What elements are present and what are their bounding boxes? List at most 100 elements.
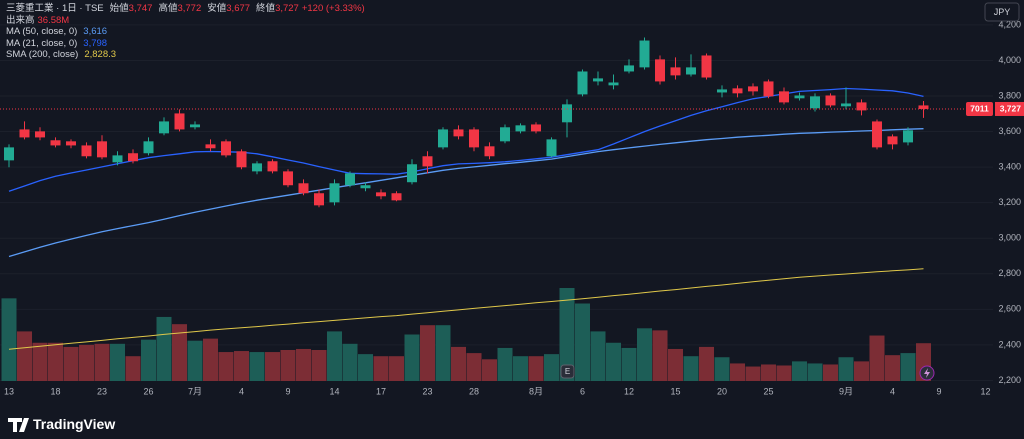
volume-value: 36.58M bbox=[37, 14, 70, 26]
candle-body bbox=[469, 129, 479, 148]
candle-body bbox=[686, 67, 696, 75]
series-value: 3,616 bbox=[83, 26, 108, 37]
x-tick-label: 20 bbox=[717, 386, 727, 396]
last-price-box bbox=[995, 101, 1024, 116]
volume-bar bbox=[203, 338, 218, 381]
volume-bar bbox=[373, 356, 389, 381]
y-tick-label: 3,000 bbox=[998, 233, 1021, 243]
x-tick-label: 25 bbox=[763, 386, 773, 396]
candle-body bbox=[732, 88, 743, 94]
candle-body bbox=[267, 161, 278, 172]
x-tick-label: 9月 bbox=[839, 386, 853, 396]
candle-body bbox=[546, 139, 557, 157]
ohlc-label: 高値 bbox=[158, 3, 178, 14]
candle-body bbox=[112, 155, 123, 163]
y-tick-label: 3,200 bbox=[998, 197, 1021, 207]
ohlc-label: 終値 bbox=[256, 3, 276, 14]
y-tick-label: 2,200 bbox=[998, 375, 1021, 385]
candle-body bbox=[639, 40, 650, 68]
volume-bar bbox=[172, 324, 187, 381]
series-name: MA (50, close, 0) bbox=[6, 26, 78, 37]
volume-bar bbox=[311, 350, 327, 381]
volume-bar bbox=[885, 355, 900, 381]
volume-bar bbox=[141, 339, 156, 381]
x-tick-label: 9 bbox=[936, 386, 941, 396]
candle-body bbox=[283, 171, 293, 186]
volume-bar bbox=[776, 365, 792, 381]
currency-button[interactable] bbox=[984, 2, 1020, 22]
volume-bar bbox=[838, 357, 854, 381]
candle-body bbox=[500, 127, 510, 142]
candle-body bbox=[624, 65, 634, 72]
currency[interactable]: JPY bbox=[994, 7, 1011, 17]
volume-bar bbox=[559, 288, 575, 381]
volume-bar bbox=[94, 343, 110, 381]
candle-body bbox=[221, 141, 231, 156]
candle-body bbox=[484, 146, 495, 157]
legend-row: MA (50, close, 0) 3,616 bbox=[6, 26, 365, 38]
ohlc-label: 始値 bbox=[109, 3, 129, 14]
candle-body bbox=[81, 145, 92, 157]
legend-row: 出来高 36.58M bbox=[6, 15, 365, 27]
x-tick-label: 7月 bbox=[188, 386, 202, 396]
candle-body bbox=[593, 78, 603, 82]
volume-bar bbox=[869, 335, 885, 381]
legend-row: SMA (200, close) 2,828.3 bbox=[6, 49, 365, 61]
candle-body bbox=[748, 86, 758, 92]
candle-body bbox=[360, 185, 371, 189]
candle-body bbox=[159, 121, 169, 134]
volume-bar bbox=[234, 351, 249, 381]
earnings-icon[interactable] bbox=[560, 364, 575, 379]
volume-bar bbox=[420, 325, 435, 381]
x-tick-label: 26 bbox=[143, 386, 153, 396]
volume-bar bbox=[621, 347, 637, 381]
candle-body bbox=[252, 163, 262, 172]
candle-body bbox=[918, 105, 929, 109]
volume-bar bbox=[497, 347, 513, 381]
candle-body bbox=[779, 91, 789, 103]
candle-body bbox=[453, 129, 464, 137]
volume-bar bbox=[404, 334, 420, 381]
volume-bar bbox=[745, 366, 761, 381]
y-tick-label: 2,600 bbox=[998, 304, 1021, 314]
x-tick-label: 14 bbox=[329, 386, 339, 396]
volume-bar bbox=[187, 340, 203, 381]
volume-name: 出来高 bbox=[6, 14, 35, 26]
x-tick-label: 4 bbox=[890, 386, 895, 396]
x-tick-label: 4 bbox=[239, 386, 244, 396]
candle-body bbox=[236, 151, 247, 168]
volume-bar bbox=[854, 361, 869, 381]
volume-bar bbox=[249, 352, 265, 381]
volume-bar bbox=[451, 346, 466, 381]
series-value: 3,798 bbox=[83, 37, 108, 49]
volume-bar bbox=[48, 342, 63, 381]
candle-body bbox=[903, 130, 913, 143]
candle-body bbox=[407, 164, 417, 183]
volume-bar bbox=[792, 361, 807, 381]
volume-bar bbox=[466, 353, 482, 381]
symbol-tag-box bbox=[966, 101, 993, 116]
symbol-tag: 7011 bbox=[970, 104, 989, 114]
x-tick-label: 17 bbox=[376, 386, 386, 396]
candle-body bbox=[531, 124, 541, 132]
legend-row: 三菱重工業 · 1日 · TSE 始値3,747 高値3,772 安値3,677 終値3… bbox=[6, 3, 365, 15]
candle-body bbox=[608, 82, 619, 86]
volume-bar bbox=[265, 352, 280, 381]
ohlc-value: 3,677 bbox=[226, 3, 251, 14]
candle-body bbox=[128, 153, 138, 162]
candle-body bbox=[35, 131, 45, 138]
volume-bar bbox=[730, 363, 745, 381]
y-tick-label: 4,200 bbox=[998, 19, 1021, 29]
candle-body bbox=[515, 125, 526, 132]
volume-bar bbox=[218, 352, 234, 381]
volume-bar bbox=[389, 356, 404, 381]
legend-row: MA (21, close, 0) 3,798 bbox=[6, 38, 365, 50]
candle-body bbox=[391, 193, 402, 201]
brand-logo bbox=[8, 418, 29, 432]
volume-bar bbox=[435, 325, 451, 381]
candle-body bbox=[438, 129, 448, 148]
volume-bar bbox=[482, 359, 497, 381]
candle-body bbox=[841, 103, 851, 107]
x-tick-label: 23 bbox=[422, 386, 432, 396]
